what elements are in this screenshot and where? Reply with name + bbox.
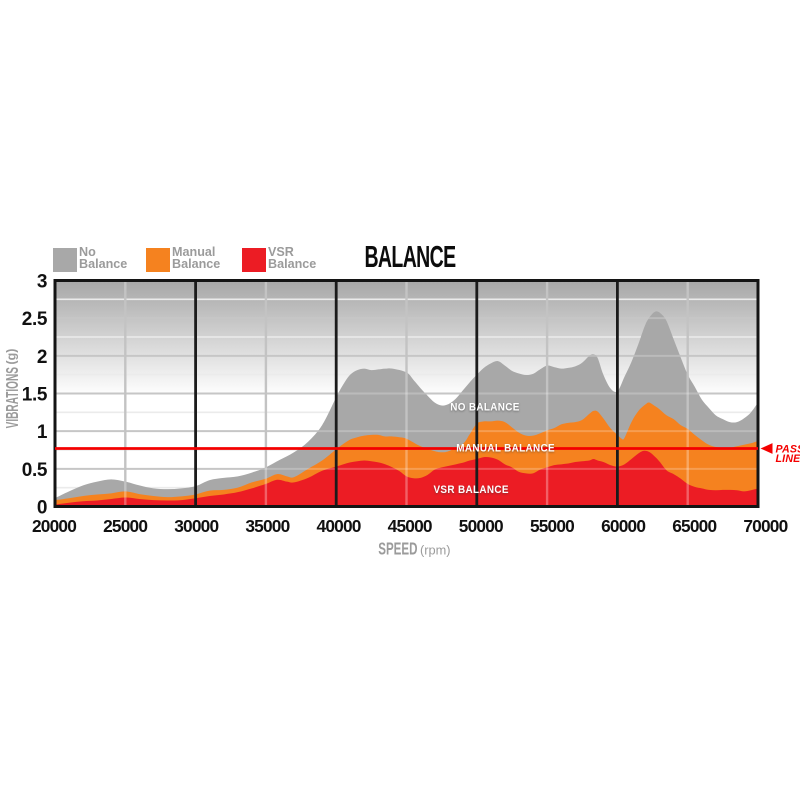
- pass-line-label-2: LINE: [776, 453, 800, 465]
- legend-label-line2: Balance: [172, 256, 221, 271]
- x-tick-label-25000: 25000: [103, 516, 147, 536]
- x-tick-label-65000: 65000: [672, 516, 716, 536]
- x-tick-label-45000: 45000: [388, 516, 432, 536]
- y-axis-title: VIBRATIONS (g): [3, 349, 23, 429]
- series-label-group: MANUAL BALANCE: [456, 442, 555, 455]
- x-tick-label-60000: 60000: [601, 516, 645, 536]
- y-tick-label-3: 3: [37, 272, 47, 293]
- x-tick-label-50000: 50000: [459, 516, 503, 536]
- x-axis-title-unit: (rpm): [420, 543, 451, 558]
- series-label-vsr-balance: VSR BALANCE: [433, 483, 508, 496]
- x-tick-label-55000: 55000: [530, 516, 574, 536]
- pass-line-arrow-icon: [760, 443, 773, 454]
- legend-label-no-balance: No Balance: [79, 245, 128, 271]
- area-vsr-balance: [55, 450, 758, 507]
- x-tick-label-35000: 35000: [245, 516, 289, 536]
- y-axis-title-unit: (g): [5, 349, 19, 365]
- x-tick-label-30000: 30000: [174, 516, 218, 536]
- legend: No Balance Manual Balance VSR Balance: [0, 246, 800, 274]
- no-balance-swatch: [53, 248, 77, 272]
- y-tick-label-0: 0: [37, 498, 47, 519]
- legend-label-line2: Balance: [79, 256, 128, 271]
- legend-label-line1: VSR: [268, 245, 294, 259]
- legend-label-line1: Manual: [172, 245, 216, 259]
- series-label-group: VSR BALANCE: [433, 483, 508, 496]
- x-tick-label-20000: 20000: [32, 516, 76, 536]
- series-areas: [55, 311, 758, 507]
- plot-border: [53, 279, 760, 508]
- legend-label-vsr-balance: VSR Balance: [268, 245, 317, 271]
- pass-line-label-1: PASS: [776, 444, 800, 456]
- x-axis-title: SPEED (rpm): [378, 540, 450, 559]
- y-tick-label-2: 2: [37, 347, 47, 368]
- y-tick-label-1.5: 1.5: [22, 385, 48, 406]
- series-label-manual-balance: MANUAL BALANCE: [456, 442, 555, 455]
- x-tick-label-70000: 70000: [743, 516, 787, 536]
- y-tick-label-2.5: 2.5: [22, 309, 48, 330]
- legend-label-line2: Balance: [268, 256, 317, 271]
- y-tick-label-0.5: 0.5: [22, 460, 48, 481]
- legend-label-line1: No: [79, 245, 96, 259]
- x-axis-title-main: SPEED: [378, 540, 418, 559]
- y-tick-label-1: 1: [37, 422, 48, 443]
- series-label-group: NO BALANCE: [450, 401, 520, 414]
- vsr-balance-swatch: [242, 248, 266, 272]
- gridlines-major: [194, 280, 619, 507]
- manual-balance-swatch: [146, 248, 170, 272]
- x-tick-label-40000: 40000: [317, 516, 361, 536]
- series-label-no-balance: NO BALANCE: [450, 401, 520, 414]
- chart-title: BALANCE: [364, 239, 456, 274]
- y-axis-title-main: VIBRATIONS: [3, 367, 23, 429]
- legend-label-manual-balance: Manual Balance: [172, 245, 221, 271]
